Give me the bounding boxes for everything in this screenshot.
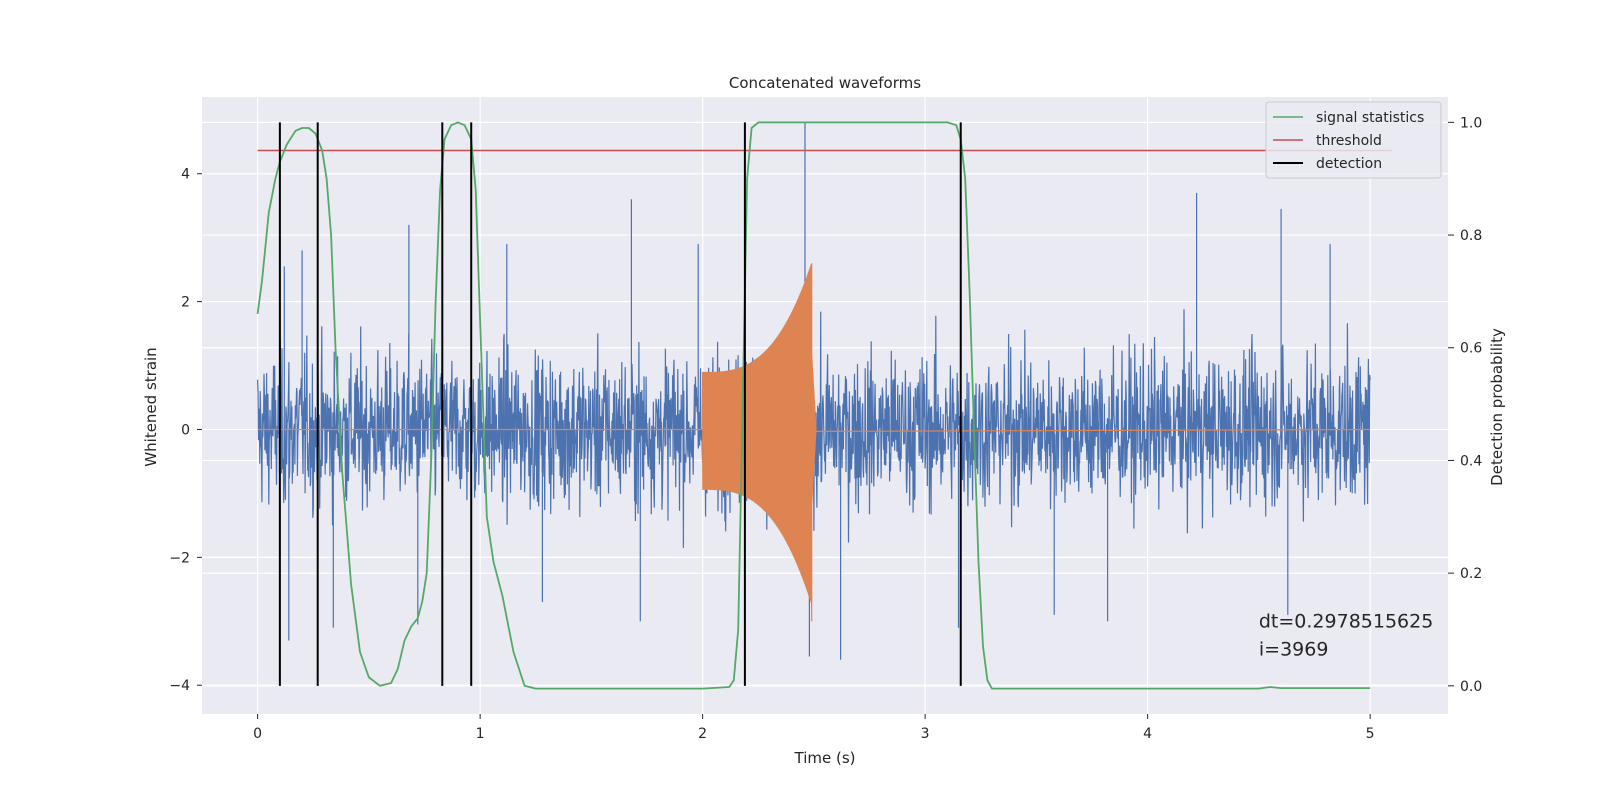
y2-tick-label: 0.8 [1460,228,1482,244]
y2-tick-label: 0.2 [1460,566,1482,582]
y-tick-label: −4 [169,678,190,694]
x-tick-label: 0 [253,726,262,742]
x-tick-label: 2 [698,726,707,742]
y2-tick-label: 1.0 [1460,115,1482,131]
annotation: dt=0.2978515625 i=3969 [1259,610,1433,660]
y2-axis-title: Detection probability [1488,328,1506,486]
plot-series [256,121,1393,690]
x-tick-label: 5 [1366,726,1375,742]
legend-label-detection: detection [1316,156,1382,172]
legend-label-threshold: threshold [1316,133,1382,149]
ticks: 0 1 2 3 4 5 −4 −2 0 2 4 0.0 0.2 0.4 0.6 0.8 1.0 [169,115,1482,742]
y-tick-label: 0 [181,422,190,438]
x-tick-label: 4 [1143,726,1152,742]
legend-frame [1265,101,1442,179]
chart-title: Concatenated waveforms [729,74,921,92]
y2-tick-label: 0.4 [1460,453,1482,469]
y-tick-label: −2 [169,550,190,566]
chirp-line [257,263,1371,622]
y-tick-label: 2 [181,295,190,311]
y-tick-label: 4 [181,167,190,183]
x-tick-label: 1 [476,726,485,742]
y-axis-title: Whitened strain [142,347,160,466]
legend: signal statistics threshold detection [1265,101,1442,179]
y2-tick-label: 0.0 [1460,679,1482,695]
annotation-dt: dt=0.2978515625 [1259,610,1433,632]
annotation-i: i=3969 [1259,638,1329,660]
legend-label-signal-statistics: signal statistics [1316,110,1424,126]
x-axis-title: Time (s) [794,749,856,767]
strain-noise-line [257,122,1371,660]
y2-tick-label: 0.6 [1460,341,1482,357]
x-tick-label: 3 [921,726,930,742]
signal-statistics-line [256,121,1371,690]
